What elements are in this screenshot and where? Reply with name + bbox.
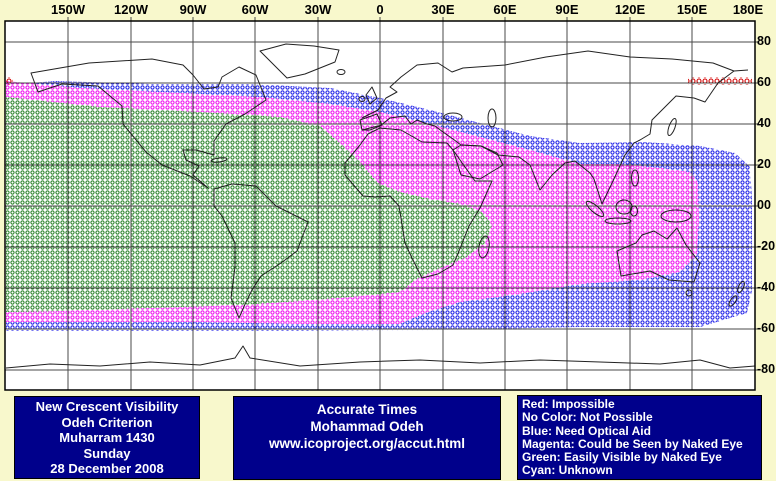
title-line-hijri-date: Muharram 1430 — [59, 430, 155, 446]
title-line-date: 28 December 2008 — [50, 461, 164, 477]
coastline-caspian-sea — [487, 108, 497, 128]
coastline-madagascar — [478, 235, 490, 259]
x-tick-30e: 30E — [431, 2, 455, 17]
coastline-britain — [365, 86, 378, 105]
grid-lines — [5, 17, 759, 390]
title-box: New Crescent Visibility Odeh Criterion M… — [14, 396, 200, 479]
y-tick-40: 40 — [757, 116, 771, 130]
title-line-visibility: New Crescent Visibility — [35, 399, 179, 414]
coastline-cuba — [210, 157, 228, 163]
coastline-iberia — [359, 113, 383, 131]
coastline-philippines — [631, 169, 639, 187]
y-tick-m60: -60 — [757, 321, 776, 335]
coastline-java — [604, 217, 632, 225]
credit-app-name: Accurate Times — [316, 402, 418, 417]
coastlines — [5, 43, 756, 369]
coastline-ireland — [358, 96, 366, 102]
y-tick-60: 60 — [757, 75, 771, 89]
legend-green: Green: Easily Visible by Naked Eye — [522, 451, 722, 465]
coastline-north-america — [30, 58, 267, 189]
coastline-sumatra — [585, 200, 605, 218]
coastline-eurasia — [361, 50, 749, 205]
x-tick-30w: 30W — [304, 2, 332, 17]
coastline-africa — [344, 127, 493, 279]
x-tick-120e: 120E — [614, 2, 646, 17]
y-tick-m80: -80 — [757, 362, 776, 376]
x-tick-90e: 90E — [555, 2, 579, 17]
credit-author: Mohammad Odeh — [310, 419, 424, 434]
x-tick-120w: 120W — [114, 2, 148, 17]
legend-no-color: No Color: Not Possible — [522, 411, 653, 425]
zone-red-impossible-west-stub — [6, 77, 13, 85]
coastline-greenland — [259, 43, 340, 79]
coastline-antarctica — [5, 345, 756, 369]
coastline-australia — [616, 227, 701, 283]
title-line-weekday: Sunday — [83, 445, 131, 461]
plot-frame — [4, 20, 756, 391]
coastline-japan — [667, 117, 677, 137]
x-tick-180e: 180E — [732, 2, 764, 17]
y-tick-20: 20 — [757, 157, 771, 171]
legend-box: Red: Impossible No Color: Not Possible B… — [517, 395, 762, 480]
coastline-new-zealand-south — [728, 295, 738, 307]
y-tick-m20: -20 — [757, 239, 776, 253]
zone-green-easily-visible — [6, 97, 492, 312]
x-tick-150w: 150W — [51, 2, 85, 17]
x-tick-60w: 60W — [241, 2, 269, 17]
x-tick-0: 0 — [376, 2, 384, 17]
legend-magenta: Magenta: Could be Seen by Naked Eye — [522, 437, 743, 451]
coastline-arabia — [452, 144, 504, 180]
coastline-new-zealand-north — [737, 280, 745, 294]
coastline-south-america — [213, 183, 309, 319]
coastline-tasmania — [685, 289, 693, 297]
coastline-black-sea — [443, 112, 463, 122]
legend-cyan: Cyan: Unknown — [522, 464, 613, 478]
title-line-criterion: Odeh Criterion — [61, 414, 153, 430]
x-tick-150e: 150E — [676, 2, 708, 17]
y-tick-00: 00 — [757, 198, 771, 212]
coastline-new-guinea — [660, 209, 692, 223]
credit-url: www.icoproject.org/accut.html — [268, 436, 466, 451]
x-tick-60e: 60E — [493, 2, 517, 17]
credit-box: Accurate Times Mohammad Odeh www.icoproj… — [233, 396, 501, 480]
y-tick-80: 80 — [757, 34, 771, 48]
coastline-sulawesi — [630, 205, 638, 217]
coastline-iceland — [336, 69, 346, 75]
x-tick-90w: 90W — [179, 2, 207, 17]
legend-blue: Blue: Need Optical Aid — [522, 424, 651, 438]
legend-red: Red: Impossible — [522, 398, 615, 411]
y-tick-m40: -40 — [757, 280, 776, 294]
